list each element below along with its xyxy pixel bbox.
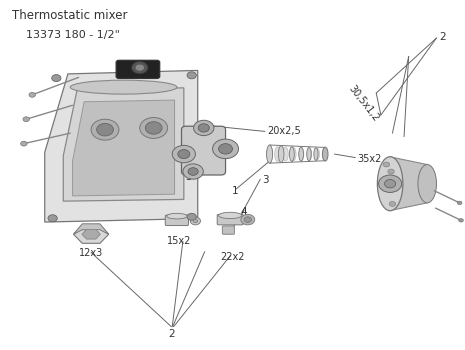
- Ellipse shape: [315, 148, 319, 160]
- Text: 15x2: 15x2: [167, 236, 192, 246]
- Circle shape: [135, 64, 145, 71]
- Circle shape: [193, 219, 198, 223]
- Circle shape: [187, 72, 196, 79]
- Polygon shape: [73, 225, 109, 243]
- Circle shape: [459, 219, 464, 222]
- Circle shape: [383, 162, 390, 167]
- Ellipse shape: [322, 147, 328, 161]
- Ellipse shape: [275, 147, 280, 161]
- Ellipse shape: [418, 164, 437, 203]
- Circle shape: [29, 92, 35, 97]
- Ellipse shape: [266, 145, 272, 163]
- FancyBboxPatch shape: [181, 126, 226, 175]
- Circle shape: [389, 202, 396, 206]
- Text: Thermostatic mixer: Thermostatic mixer: [12, 9, 128, 22]
- Text: 2: 2: [168, 329, 175, 338]
- FancyBboxPatch shape: [222, 226, 234, 234]
- Polygon shape: [390, 157, 427, 211]
- Text: 4: 4: [241, 206, 247, 217]
- Circle shape: [198, 124, 209, 132]
- Ellipse shape: [166, 214, 187, 219]
- Circle shape: [146, 122, 162, 134]
- Text: 5: 5: [185, 172, 192, 182]
- Ellipse shape: [307, 148, 312, 160]
- Circle shape: [20, 141, 27, 146]
- Ellipse shape: [323, 149, 327, 160]
- FancyBboxPatch shape: [116, 60, 159, 78]
- Ellipse shape: [314, 148, 318, 160]
- Circle shape: [379, 175, 402, 192]
- Ellipse shape: [299, 148, 304, 160]
- Ellipse shape: [378, 157, 403, 211]
- Circle shape: [193, 120, 214, 135]
- Circle shape: [213, 139, 239, 159]
- Circle shape: [52, 75, 61, 82]
- Ellipse shape: [307, 147, 311, 161]
- Circle shape: [190, 217, 200, 225]
- Text: 20x2,5: 20x2,5: [267, 126, 301, 136]
- Circle shape: [48, 215, 57, 222]
- Text: 3: 3: [263, 175, 269, 185]
- Polygon shape: [45, 70, 198, 222]
- Circle shape: [172, 145, 195, 163]
- Ellipse shape: [266, 146, 272, 162]
- Circle shape: [458, 201, 462, 205]
- Text: 22x2: 22x2: [220, 252, 245, 262]
- Text: 12x3: 12x3: [79, 248, 103, 258]
- Text: 2: 2: [439, 32, 445, 42]
- Polygon shape: [73, 224, 109, 234]
- Circle shape: [97, 124, 113, 136]
- FancyBboxPatch shape: [217, 215, 243, 225]
- Ellipse shape: [219, 212, 242, 219]
- Circle shape: [183, 164, 203, 179]
- Circle shape: [178, 149, 190, 159]
- Ellipse shape: [291, 147, 296, 161]
- Text: 35x2: 35x2: [358, 154, 382, 164]
- Circle shape: [132, 61, 148, 74]
- Circle shape: [140, 118, 167, 138]
- Circle shape: [187, 214, 196, 220]
- Ellipse shape: [283, 147, 288, 161]
- Circle shape: [388, 169, 394, 174]
- Circle shape: [244, 217, 252, 222]
- Circle shape: [219, 144, 232, 154]
- FancyBboxPatch shape: [165, 215, 188, 225]
- Text: 1: 1: [232, 186, 238, 196]
- Circle shape: [385, 180, 396, 188]
- Text: 30,5x1,2: 30,5x1,2: [346, 84, 380, 124]
- Circle shape: [91, 119, 119, 140]
- Text: 13373 180 - 1/2": 13373 180 - 1/2": [26, 30, 120, 40]
- Polygon shape: [82, 230, 100, 239]
- Ellipse shape: [289, 147, 294, 161]
- Polygon shape: [63, 88, 184, 201]
- Polygon shape: [73, 100, 174, 196]
- Ellipse shape: [299, 147, 304, 161]
- Circle shape: [241, 215, 255, 225]
- Circle shape: [188, 168, 198, 175]
- Circle shape: [23, 117, 29, 122]
- Ellipse shape: [279, 146, 284, 162]
- Ellipse shape: [70, 80, 177, 94]
